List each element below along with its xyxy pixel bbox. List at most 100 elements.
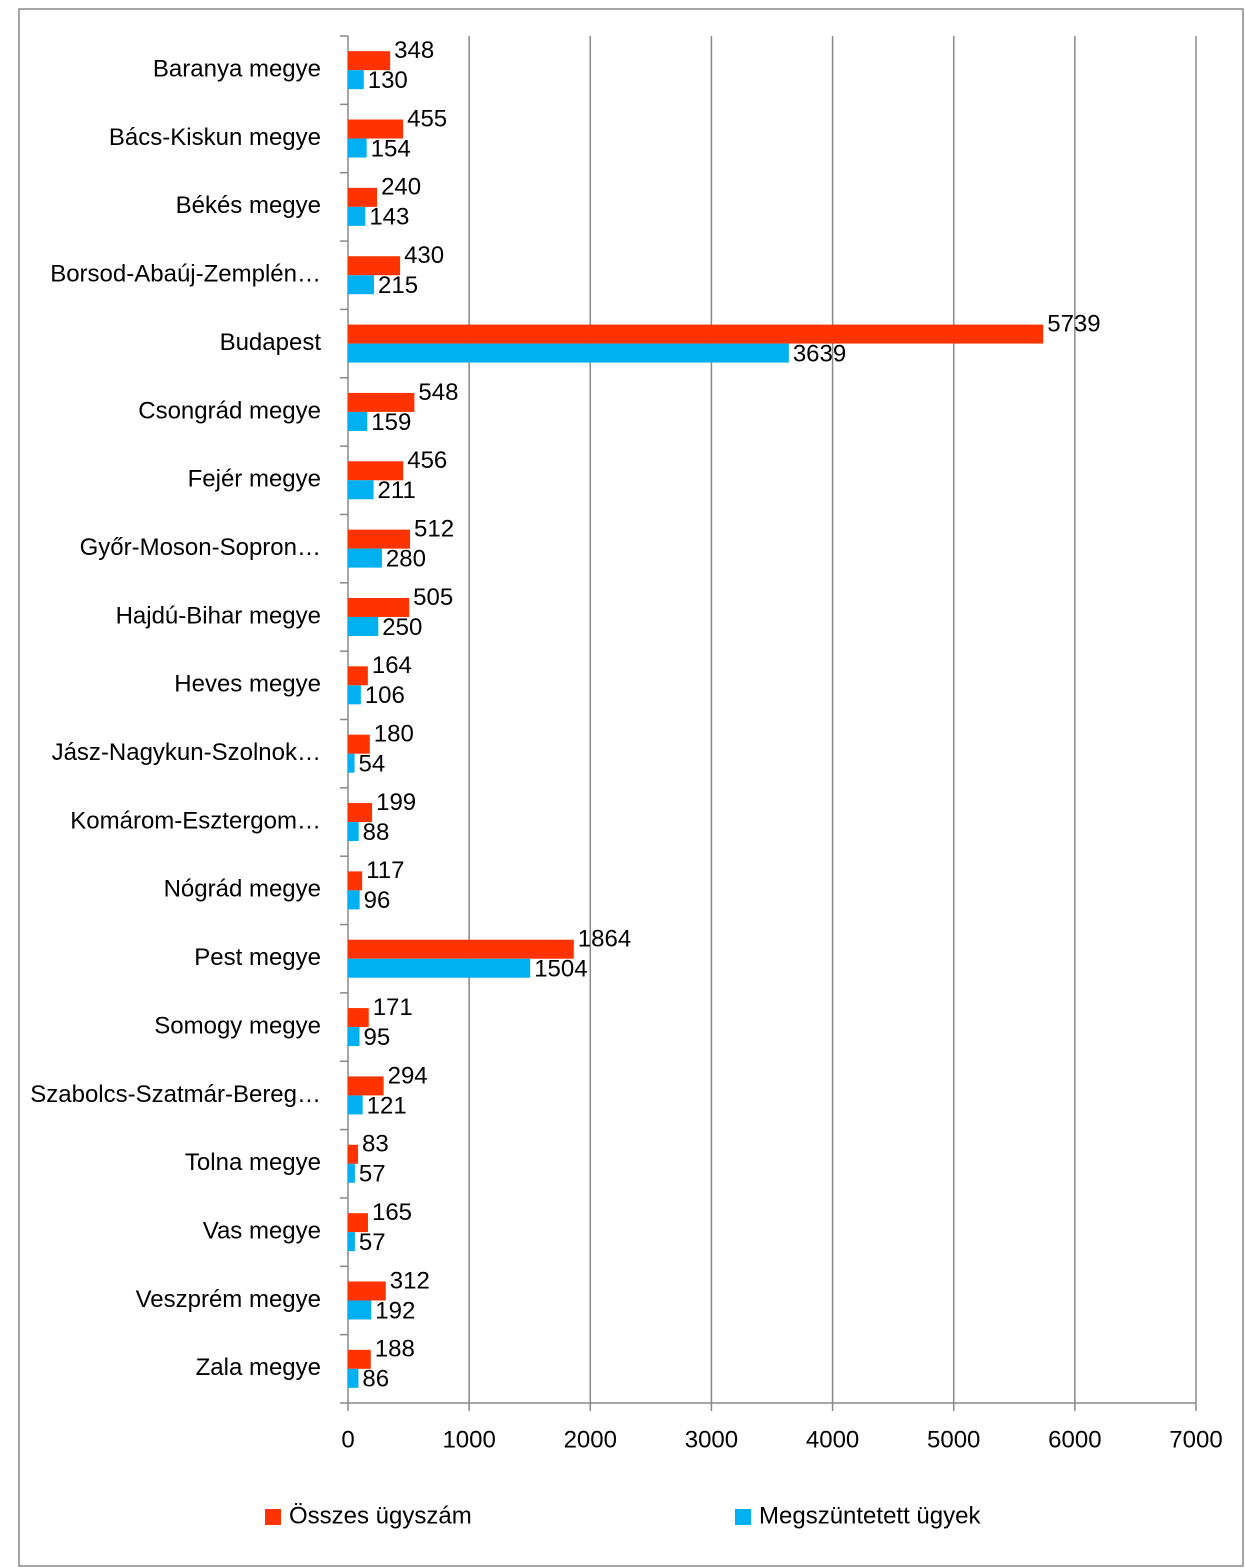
y-tick-label: Tolna megye [185, 1149, 321, 1176]
chart-border [18, 8, 1244, 1567]
data-label: 548 [418, 379, 458, 406]
bar [348, 871, 363, 891]
y-tick-label: Bács-Kiskun megye [109, 124, 321, 151]
bar [348, 529, 411, 549]
y-tick-label: Komárom-Esztergom… [70, 807, 321, 834]
data-label: 171 [373, 994, 413, 1021]
y-tick-label: Csongrád megye [138, 397, 321, 424]
y-tick-label: Hajdú-Bihar megye [116, 602, 321, 629]
bar [348, 803, 373, 823]
data-label: 106 [365, 682, 405, 709]
bar [348, 1144, 359, 1164]
bar [348, 1281, 386, 1301]
data-label: 96 [364, 887, 391, 914]
data-label: 83 [362, 1131, 389, 1158]
data-label: 1864 [578, 926, 631, 953]
bar [348, 324, 1044, 344]
y-tick-label: Szabolcs-Szatmár-Bereg… [30, 1081, 321, 1108]
x-tick-label: 1000 [442, 1426, 495, 1453]
bar [348, 685, 361, 705]
data-label: 57 [359, 1161, 386, 1188]
y-tick-label: Borsod-Abaúj-Zemplén… [50, 261, 321, 288]
data-label: 505 [413, 584, 453, 611]
bar [348, 1232, 355, 1252]
bar [348, 1163, 355, 1183]
data-label: 57 [359, 1229, 386, 1256]
bar [348, 666, 368, 686]
data-label: 430 [404, 242, 444, 269]
bar [348, 1076, 384, 1096]
data-label: 188 [375, 1336, 415, 1363]
data-label: 121 [367, 1092, 407, 1119]
data-label: 456 [407, 447, 447, 474]
data-label: 294 [388, 1062, 428, 1089]
bar [348, 1213, 368, 1233]
y-tick-label: Jász-Nagykun-Szolnok… [52, 739, 321, 766]
legend-swatch [265, 1509, 281, 1525]
data-label: 215 [378, 272, 418, 299]
y-tick-label: Baranya megye [153, 56, 321, 83]
y-tick-label: Budapest [220, 329, 322, 356]
y-tick-label: Békés megye [176, 192, 321, 219]
bar [348, 70, 364, 90]
bar [348, 1095, 363, 1115]
data-label: 192 [375, 1297, 415, 1324]
data-label: 154 [371, 135, 411, 162]
bar [348, 480, 374, 500]
data-label: 95 [364, 1024, 391, 1051]
legend-swatch [735, 1509, 751, 1525]
bar [348, 597, 410, 617]
x-tick-label: 6000 [1048, 1426, 1101, 1453]
data-label: 86 [362, 1366, 389, 1393]
x-tick-label: 2000 [564, 1426, 617, 1453]
bar [348, 275, 375, 295]
bar [348, 51, 391, 71]
bar [348, 206, 366, 226]
data-label: 164 [372, 652, 412, 679]
data-label: 117 [366, 857, 404, 884]
data-label: 512 [414, 515, 454, 542]
data-label: 312 [390, 1267, 430, 1294]
y-tick-label: Zala megye [196, 1354, 321, 1381]
data-label: 348 [394, 37, 434, 64]
bar [348, 1008, 369, 1028]
data-label: 211 [378, 477, 416, 504]
bar [348, 890, 360, 910]
bar [348, 548, 382, 568]
y-tick-label: Pest megye [194, 944, 321, 971]
bar [348, 392, 415, 412]
bar [348, 138, 367, 158]
y-tick-label: Győr-Moson-Sopron… [80, 534, 321, 561]
data-label: 280 [386, 545, 426, 572]
bar [348, 734, 370, 754]
bar [348, 1300, 372, 1320]
data-label: 159 [371, 409, 411, 436]
data-label: 5739 [1047, 310, 1100, 337]
data-label: 165 [372, 1199, 412, 1226]
bar [348, 187, 378, 207]
x-tick-label: 5000 [927, 1426, 980, 1453]
data-label: 199 [376, 789, 416, 816]
y-tick-label: Heves megye [174, 671, 321, 698]
bar [348, 822, 359, 842]
data-label: 250 [382, 614, 422, 641]
bar [348, 1368, 359, 1388]
y-tick-label: Vas megye [203, 1217, 321, 1244]
data-label: 88 [363, 819, 390, 846]
bar [348, 461, 404, 481]
data-label: 3639 [793, 340, 846, 367]
bar [348, 411, 368, 431]
x-tick-label: 0 [341, 1426, 354, 1453]
bar [348, 119, 404, 139]
y-tick-label: Fejér megye [188, 466, 321, 493]
bar [348, 1349, 371, 1369]
data-label: 143 [369, 204, 409, 231]
bar [348, 939, 574, 959]
data-label: 180 [374, 721, 414, 748]
y-tick-label: Nógrád megye [164, 876, 321, 903]
data-label: 54 [359, 751, 386, 778]
data-label: 240 [381, 174, 421, 201]
y-tick-label: Veszprém megye [136, 1286, 321, 1313]
x-tick-label: 3000 [685, 1426, 738, 1453]
